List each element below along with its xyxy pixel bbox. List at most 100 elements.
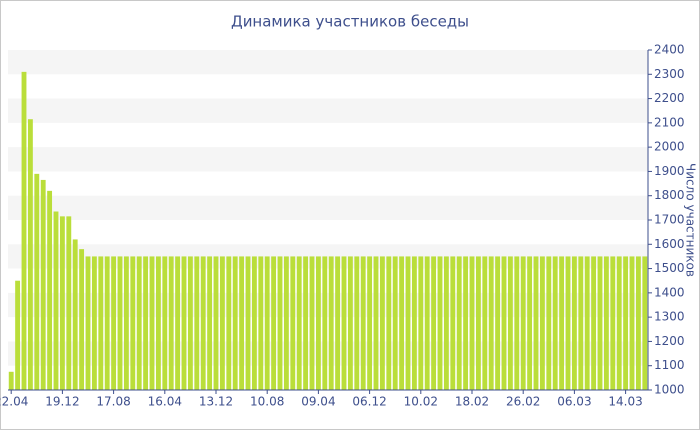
bar <box>136 256 142 390</box>
bar <box>72 239 78 390</box>
bar <box>341 256 347 390</box>
bar <box>373 256 379 390</box>
bar <box>232 256 238 390</box>
bar <box>328 256 334 390</box>
bar <box>117 256 123 390</box>
bar <box>565 256 571 390</box>
bar <box>15 280 21 390</box>
x-tick-label: 22.04 <box>0 395 28 409</box>
bar <box>335 256 341 390</box>
bar <box>315 256 321 390</box>
bar <box>27 119 33 390</box>
x-tick-label: 13.12 <box>199 395 233 409</box>
bar <box>85 256 91 390</box>
x-tick-label: 06.12 <box>352 395 386 409</box>
bar <box>290 256 296 390</box>
y-tick-label: 2100 <box>654 115 685 129</box>
bar <box>322 256 328 390</box>
bar <box>194 256 200 390</box>
bar <box>367 256 373 390</box>
bar <box>168 256 174 390</box>
bar <box>200 256 206 390</box>
bar <box>155 256 161 390</box>
grid-band <box>8 341 648 366</box>
grid-band <box>8 50 648 75</box>
grid-band <box>8 195 648 220</box>
bar <box>418 256 424 390</box>
bar <box>347 256 353 390</box>
bar <box>264 256 270 390</box>
bar <box>53 211 59 390</box>
bar <box>283 256 289 390</box>
bar <box>539 256 545 390</box>
bar <box>149 256 155 390</box>
bar <box>271 256 277 390</box>
bar <box>277 256 283 390</box>
bar <box>559 256 565 390</box>
bar <box>213 256 219 390</box>
bar <box>437 256 443 390</box>
x-tick-label: 10.08 <box>250 395 284 409</box>
bar <box>514 256 520 390</box>
bar <box>354 256 360 390</box>
bar <box>591 256 597 390</box>
grid-band <box>8 98 648 123</box>
bar <box>303 256 309 390</box>
bar <box>8 371 14 390</box>
bar <box>98 256 104 390</box>
bar <box>130 256 136 390</box>
x-tick-label: 06.03 <box>557 395 591 409</box>
bar <box>143 256 149 390</box>
bar <box>635 256 641 390</box>
bar <box>251 256 257 390</box>
bar <box>629 256 635 390</box>
bar <box>296 256 302 390</box>
bar <box>175 256 181 390</box>
bar <box>597 256 603 390</box>
y-tick-label: 1100 <box>654 358 685 372</box>
bar <box>392 256 398 390</box>
bar <box>463 256 469 390</box>
x-tick-label: 10.02 <box>404 395 438 409</box>
chart-title: Динамика участников беседы <box>231 13 469 31</box>
bar <box>245 256 251 390</box>
bar <box>495 256 501 390</box>
bar <box>239 256 245 390</box>
y-tick-label: 1800 <box>654 188 685 202</box>
bar <box>623 256 629 390</box>
x-tick-label: 09.04 <box>301 395 335 409</box>
bar <box>450 256 456 390</box>
bar <box>123 256 129 390</box>
bar <box>379 256 385 390</box>
bar <box>571 256 577 390</box>
x-tick-label: 18.02 <box>455 395 489 409</box>
bar <box>258 256 264 390</box>
bar <box>520 256 526 390</box>
bar <box>610 256 616 390</box>
bar <box>405 256 411 390</box>
x-tick-label: 14.03 <box>608 395 642 409</box>
x-tick-label: 26.02 <box>506 395 540 409</box>
bar <box>104 256 110 390</box>
bar <box>411 256 417 390</box>
y-axis-title: Число участников <box>684 163 698 277</box>
bar <box>443 256 449 390</box>
bar <box>642 256 648 390</box>
bar <box>226 256 232 390</box>
bar <box>162 256 168 390</box>
bar <box>552 256 558 390</box>
bar <box>66 216 72 390</box>
bar <box>469 256 475 390</box>
y-tick-label: 2200 <box>654 91 685 105</box>
x-tick-label: 19.12 <box>45 395 79 409</box>
x-tick-label: 17.08 <box>96 395 130 409</box>
bar <box>91 256 97 390</box>
y-tick-label: 2400 <box>654 43 685 57</box>
bar <box>207 256 213 390</box>
bar <box>309 256 315 390</box>
y-tick-label: 2000 <box>654 140 685 154</box>
bar <box>59 216 65 390</box>
y-tick-label: 2300 <box>654 67 685 81</box>
